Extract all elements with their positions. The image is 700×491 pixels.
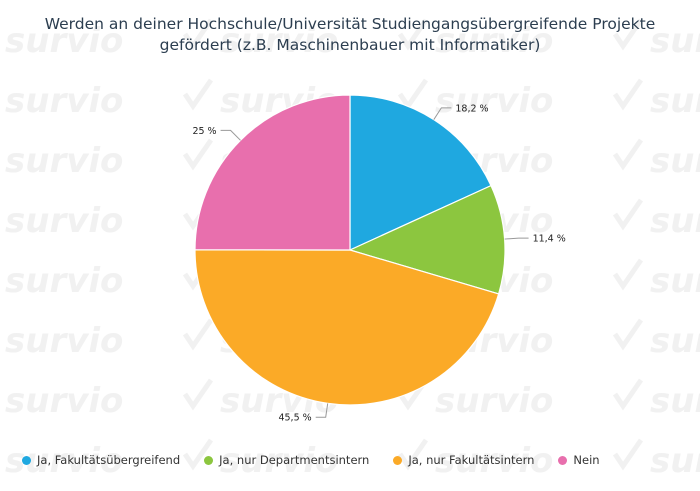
slice-connector	[504, 237, 529, 240]
legend: Ja, Fakultätsübergreifend Ja, nur Departm…	[22, 453, 682, 467]
legend-dot-icon	[22, 455, 31, 465]
legend-item[interactable]: Ja, nur Fakultätsintern	[393, 453, 534, 467]
slice-connector	[315, 403, 329, 418]
legend-dot-icon	[204, 455, 214, 465]
slice-connector	[433, 107, 452, 120]
legend-label: Ja, Fakultätsübergreifend	[37, 453, 181, 467]
legend-label: Nein	[573, 453, 600, 467]
pie-slice[interactable]	[348, 184, 506, 295]
slice-value-label: 11,4 %	[533, 234, 566, 245]
pie-slice[interactable]	[349, 94, 492, 251]
legend-label: Ja, nur Fakultätsintern	[408, 453, 535, 467]
pie-slice[interactable]	[194, 249, 500, 406]
legend-item[interactable]: Ja, nur Departmentsintern	[204, 453, 369, 467]
legend-item[interactable]: Ja, Fakultätsübergreifend	[22, 453, 180, 467]
legend-item[interactable]: Nein	[558, 453, 600, 467]
slice-value-label: 25 %	[192, 126, 216, 137]
slice-value-label: 18,2 %	[455, 103, 488, 114]
legend-dot-icon	[393, 455, 403, 465]
slice-value-label: 45,5 %	[278, 413, 311, 424]
pie-slice[interactable]	[194, 94, 351, 251]
slice-connector	[220, 129, 241, 141]
chart-title: Werden an deiner Hochschule/Universität …	[44, 15, 656, 54]
legend-dot-icon	[558, 455, 568, 465]
legend-label: Ja, nur Departmentsintern	[219, 453, 370, 467]
